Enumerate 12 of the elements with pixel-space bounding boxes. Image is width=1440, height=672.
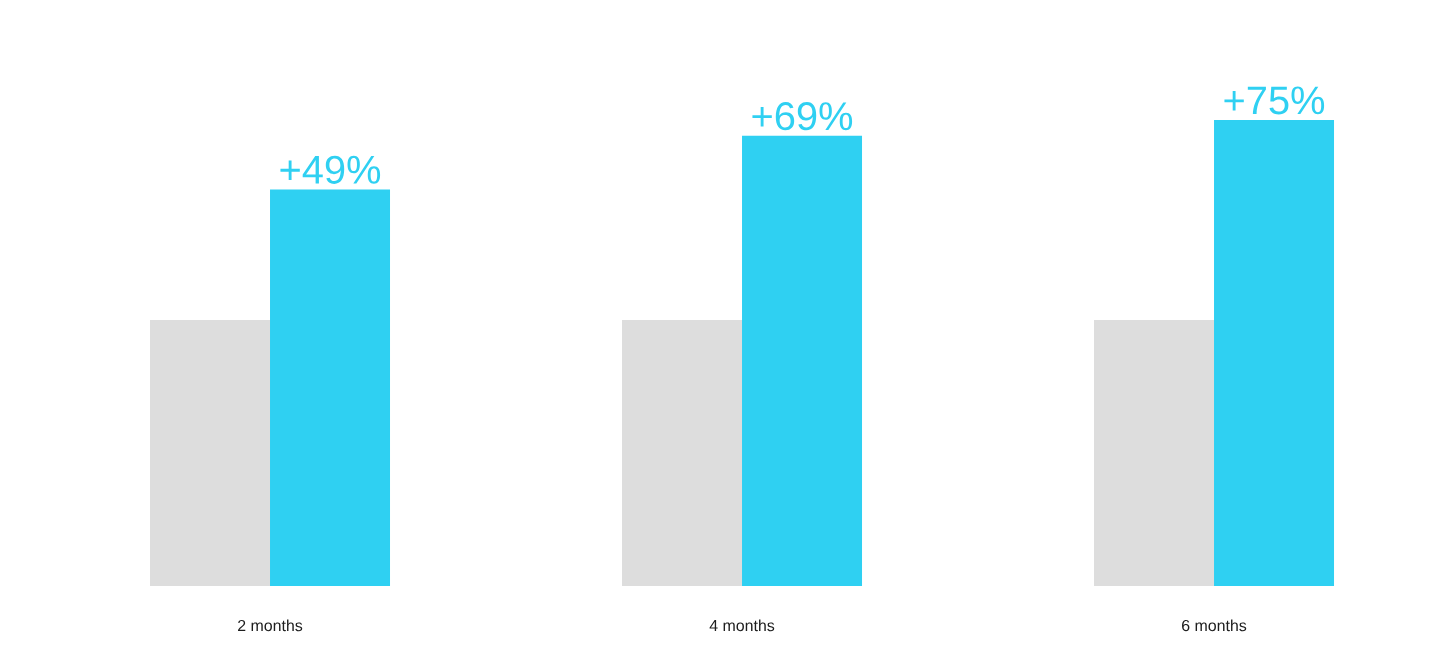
- bar: [742, 135, 863, 586]
- x-tick-label: 4 months: [709, 619, 775, 632]
- annotation: +49%: [280, 155, 381, 184]
- x-tick-label: 6 months: [1182, 619, 1247, 632]
- bar: [270, 189, 391, 586]
- annotation: +75%: [1224, 86, 1325, 115]
- bar: [1214, 119, 1335, 586]
- x-tick-label: 2 months: [238, 619, 303, 632]
- bar: [150, 319, 271, 586]
- annotation: +69%: [752, 102, 853, 131]
- bar: [1094, 319, 1215, 586]
- bar: [622, 319, 743, 586]
